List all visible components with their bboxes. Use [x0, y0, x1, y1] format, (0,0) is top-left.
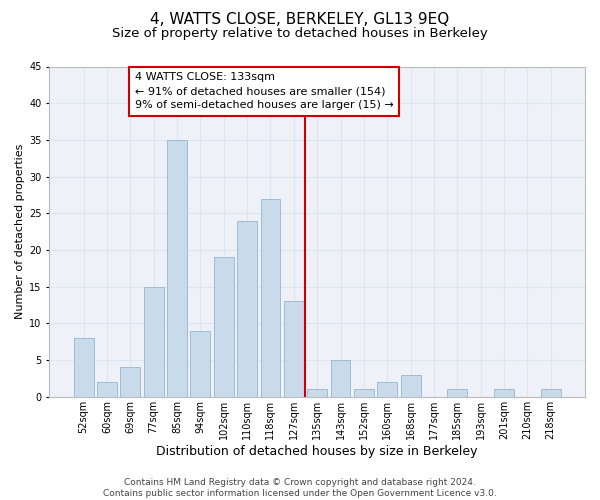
Bar	[97, 382, 117, 397]
Bar	[541, 390, 560, 397]
X-axis label: Distribution of detached houses by size in Berkeley: Distribution of detached houses by size …	[157, 444, 478, 458]
Bar	[494, 390, 514, 397]
Y-axis label: Number of detached properties: Number of detached properties	[15, 144, 25, 320]
Bar	[448, 390, 467, 397]
Bar	[144, 286, 164, 397]
Bar	[284, 302, 304, 397]
Bar	[331, 360, 350, 397]
Bar	[260, 198, 280, 397]
Text: Contains HM Land Registry data © Crown copyright and database right 2024.
Contai: Contains HM Land Registry data © Crown c…	[103, 478, 497, 498]
Bar	[401, 375, 421, 397]
Bar	[190, 330, 210, 397]
Bar	[307, 390, 327, 397]
Bar	[74, 338, 94, 397]
Bar	[121, 368, 140, 397]
Bar	[237, 220, 257, 397]
Bar	[214, 258, 233, 397]
Bar	[377, 382, 397, 397]
Bar	[354, 390, 374, 397]
Text: 4 WATTS CLOSE: 133sqm
← 91% of detached houses are smaller (154)
9% of semi-deta: 4 WATTS CLOSE: 133sqm ← 91% of detached …	[135, 72, 394, 110]
Bar	[167, 140, 187, 397]
Text: Size of property relative to detached houses in Berkeley: Size of property relative to detached ho…	[112, 28, 488, 40]
Text: 4, WATTS CLOSE, BERKELEY, GL13 9EQ: 4, WATTS CLOSE, BERKELEY, GL13 9EQ	[151, 12, 449, 28]
